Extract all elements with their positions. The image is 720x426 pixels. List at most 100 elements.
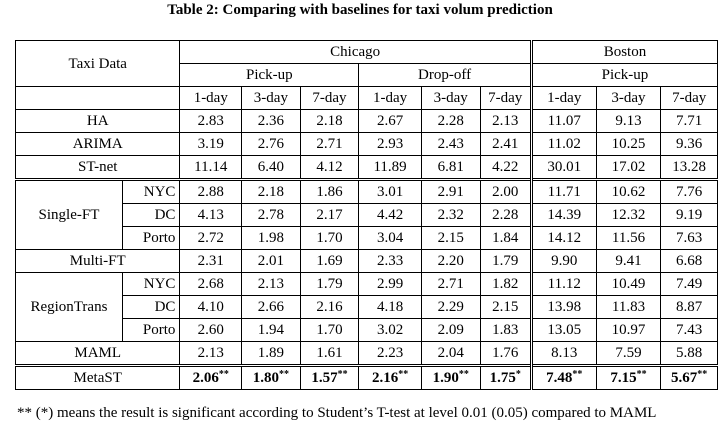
value-cell: 2.00 <box>479 178 532 204</box>
value-cell: 7.43 <box>660 318 718 342</box>
value-cell: 9.19 <box>660 203 718 227</box>
table-row: Multi-FT 2.31 2.01 1.69 2.33 2.20 1.79 9.90 9.41… <box>14 249 718 273</box>
table-row: HA 2.83 2.36 2.18 2.67 2.28 2.13 11.07 9.13 7.71 <box>14 109 718 133</box>
table-row: MAML 2.13 1.89 1.61 2.23 2.04 1.76 8.13 7.59 5.88 <box>14 341 718 366</box>
value-cell: 2.67 <box>358 109 422 133</box>
significance-mark: ** <box>572 369 583 380</box>
value-cell: 2.76 <box>241 132 301 156</box>
value-cell: 3.01 <box>358 178 422 204</box>
city-header-boston: Boston <box>529 40 719 64</box>
day-header: 7-day <box>660 86 718 110</box>
header-row-cities: Taxi Data Chicago Boston <box>14 40 719 87</box>
value-cell: 14.12 <box>529 226 597 250</box>
value-bold: 1.75 <box>489 370 516 386</box>
value-cell: 9.90 <box>529 249 597 273</box>
header-row-days: 1-day 3-day 7-day 1-day 3-day 7-day 1-da… <box>14 86 718 110</box>
value-cell: 4.18 <box>358 295 422 319</box>
value-cell: 2.93 <box>358 132 422 156</box>
type-header-pickup: Pick-up <box>179 63 360 87</box>
value-cell: 3.04 <box>358 226 422 250</box>
value-cell: 2.09 <box>420 318 481 342</box>
table-row: DC 4.13 2.78 2.17 4.42 2.32 2.28 14.39 12.32 9.19 <box>16 203 718 227</box>
value-cell: 1.90** <box>420 364 481 390</box>
day-header: 3-day <box>595 86 662 110</box>
method-name: ST-net <box>14 155 181 180</box>
value-cell: 7.15** <box>595 364 662 390</box>
value-cell: 7.76 <box>660 178 718 204</box>
method-name: ARIMA <box>14 132 181 156</box>
value-cell: 1.94 <box>241 318 301 342</box>
value-cell: 1.98 <box>241 226 301 250</box>
value-cell: 1.70 <box>299 226 360 250</box>
value-cell: 1.57** <box>299 364 360 390</box>
value-cell: 2.23 <box>358 341 422 366</box>
day-header: 3-day <box>420 86 481 110</box>
day-header: 1-day <box>529 86 597 110</box>
value-cell: 2.15 <box>420 226 481 250</box>
table-caption: Table 2: Comparing with baselines for ta… <box>167 2 553 18</box>
value-cell: 2.60 <box>179 318 243 342</box>
value-cell: 13.98 <box>529 295 597 319</box>
value-cell: 1.86 <box>299 178 360 204</box>
source-city: NYC <box>121 178 181 204</box>
table-row: ARIMA 3.19 2.76 2.71 2.93 2.43 2.41 11.02 10.25 9… <box>14 132 718 156</box>
value-cell: 2.16** <box>358 364 422 390</box>
significance-mark: ** <box>398 369 409 380</box>
value-cell: 2.78 <box>241 203 301 227</box>
value-cell: 2.01 <box>241 249 301 273</box>
value-cell: 1.79 <box>299 272 360 296</box>
value-cell: 2.71 <box>299 132 360 156</box>
value-cell: 8.87 <box>660 295 718 319</box>
value-cell: 17.02 <box>595 155 662 180</box>
city-header-chicago: Chicago <box>179 40 532 64</box>
value-cell: 3.19 <box>179 132 243 156</box>
table-row: DC 4.10 2.66 2.16 4.18 2.29 2.15 13.98 11.83 8.87 <box>16 295 718 319</box>
days-header-blank <box>14 86 181 110</box>
value-cell: 3.02 <box>358 318 422 342</box>
value-cell: 11.71 <box>529 178 597 204</box>
value-cell: 2.88 <box>179 178 243 204</box>
significance-mark: ** <box>458 369 469 380</box>
table-row: Porto 2.72 1.98 1.70 3.04 2.15 1.84 14.12 11.56 7… <box>16 226 718 250</box>
value-cell: 8.13 <box>529 341 597 366</box>
value-cell: 10.62 <box>595 178 662 204</box>
value-cell: 9.13 <box>595 109 662 133</box>
value-cell: 7.49 <box>660 272 718 296</box>
value-cell: 2.13 <box>479 109 532 133</box>
table-row: Single-FT NYC 2.88 2.18 1.86 3.01 2.91 2.00 11.7… <box>15 178 718 250</box>
value-cell: 2.72 <box>179 226 243 250</box>
day-header: 3-day <box>241 86 301 110</box>
value-cell: 10.97 <box>595 318 662 342</box>
source-city: Porto <box>121 318 181 342</box>
value-cell: 1.82 <box>479 272 532 296</box>
value-cell: 1.70 <box>299 318 360 342</box>
value-cell: 2.31 <box>179 249 243 273</box>
method-name: RegionTrans <box>15 272 123 342</box>
value-cell: 4.42 <box>358 203 422 227</box>
value-cell: 2.36 <box>241 109 301 133</box>
value-cell: 2.91 <box>420 178 481 204</box>
value-bold: 7.15 <box>610 370 637 386</box>
header-row-types: Pick-up Drop-off Pick-up <box>16 63 719 87</box>
value-cell: 2.20 <box>420 249 481 273</box>
value-cell: 6.68 <box>660 249 718 273</box>
value-cell: 2.99 <box>358 272 422 296</box>
value-cell: 2.04 <box>420 341 481 366</box>
day-header: 7-day <box>479 86 532 110</box>
value-cell: 1.79 <box>479 249 532 273</box>
value-bold: 1.57 <box>311 370 338 386</box>
value-cell: 1.69 <box>299 249 360 273</box>
results-table: Taxi Data Chicago Boston Pick-up Drop-of… <box>14 40 719 390</box>
value-cell: 11.12 <box>529 272 597 296</box>
value-cell: 7.59 <box>595 341 662 366</box>
method-name: MetaST <box>14 364 181 390</box>
value-cell: 4.22 <box>479 155 532 180</box>
day-header: 1-day <box>179 86 243 110</box>
table-row: MetaST 2.06** 1.80** 1.57** 2.16** 1.90** 1.75… <box>14 364 718 390</box>
value-cell: 6.81 <box>420 155 481 180</box>
value-cell: 5.88 <box>660 341 718 366</box>
value-cell: 2.68 <box>179 272 243 296</box>
value-cell: 9.36 <box>660 132 718 156</box>
value-cell: 12.32 <box>595 203 662 227</box>
value-cell: 1.75* <box>479 364 532 390</box>
